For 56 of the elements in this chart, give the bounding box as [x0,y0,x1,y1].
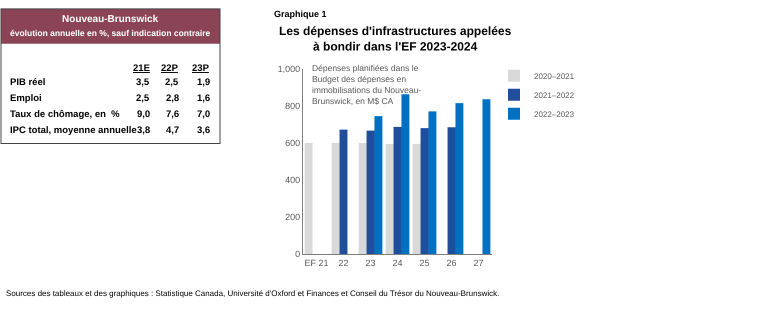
data-label: 2,5 [136,93,150,104]
text: évolution annuelle en %, sauf indication contraire [10,28,211,38]
data-label: 3,5 [136,77,150,88]
y-tick-label: 1,000 [278,64,300,74]
bar [366,130,374,254]
data-label: 4,7 [166,125,180,136]
bar [304,142,313,254]
bar [332,142,340,254]
data-label: 1,9 [197,77,210,88]
text: Nouveau-Brunswick [62,14,159,25]
text: PIB réel [10,77,46,88]
data-label: 2,5 [165,77,179,88]
x-tick-label: 25 [419,258,430,268]
y-tick-label: 600 [285,138,300,148]
chart-title: Les dépenses d'infrastructures appelées à bondir dans l'EF 2023-2024 [279,24,512,54]
bar [394,126,402,254]
data-label: 3,8 [137,125,150,136]
bar [386,144,394,254]
text: IPC total, moyenne annuelle [10,125,137,136]
bar [448,127,456,254]
source-note: Sources des tableaux et des graphiques : Statistique Canada, Université d'Oxford et Finances et Conseil du Trésor du Nouveau-Brunswick. [6,289,500,298]
text: Graphique 1 [274,9,327,19]
data-label: 2,8 [166,93,180,104]
data-label: 9,0 [137,109,150,120]
text: Taux de chômage, en % [10,109,120,120]
x-tick-label: 22 [338,258,349,268]
x-tick-label: 23 [365,258,376,268]
data-label: 3,6 [197,125,210,136]
bar [482,99,490,254]
x-tick-label: 24 [392,258,403,268]
y-tick-label: 400 [285,175,300,186]
data-label: 1,6 [197,93,210,104]
bar [374,116,382,254]
legend-label: 2020–2021 [534,72,575,81]
category-label: 23P [192,63,210,74]
category-label: 22P [161,63,179,74]
legend-label: 2022–2023 [534,110,575,119]
bar [428,111,436,254]
y-tick-label: 0 [295,249,300,260]
bar [412,144,421,254]
category-label: 21E [133,63,150,74]
x-tick-label: EF 21 [304,258,329,268]
data-label: 7,6 [166,109,180,120]
legend-label: 2021–2022 [534,90,575,100]
bar [340,130,348,254]
bar [455,103,464,254]
y-tick-label: 800 [285,101,300,112]
text: Emploi [10,93,42,104]
x-tick-label: 27 [473,258,484,268]
x-tick-label: 26 [446,258,457,268]
y-tick-label: 200 [285,212,300,222]
bar [420,128,428,254]
bar [358,142,367,254]
data-label: 7,0 [197,109,210,120]
annotation: Dépenses planifiées dans le Budget des dépenses en immobilisations du Nouveau-Brunswick, en M$ CA [312,63,422,106]
bar [401,94,410,254]
